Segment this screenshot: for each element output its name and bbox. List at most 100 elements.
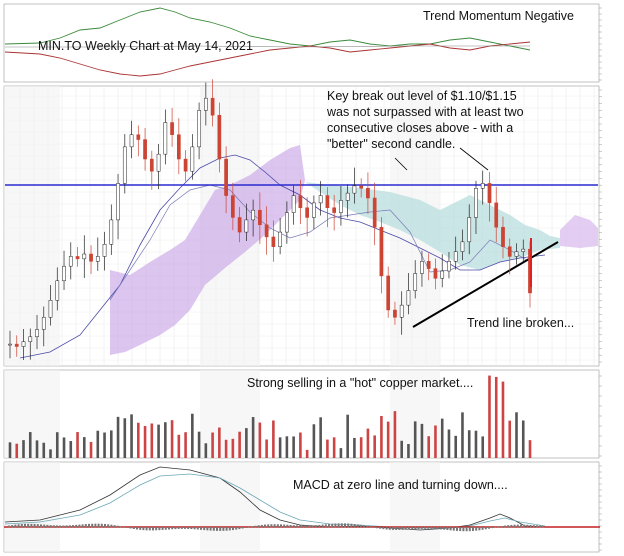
- volume-bar: [8, 442, 12, 458]
- macd-histogram-bar: [72, 525, 74, 528]
- candle-body: [89, 253, 93, 262]
- candle-body: [447, 261, 451, 272]
- candle-body: [460, 241, 465, 252]
- breakout-text-line2: was not surpassed with at least two: [326, 105, 524, 119]
- candle-body: [514, 251, 519, 257]
- candle-body: [197, 110, 201, 148]
- macd-histogram-bar: [436, 527, 439, 530]
- volume-bar: [359, 437, 363, 458]
- volume-bar: [326, 439, 329, 458]
- macd-histogram-bar: [484, 527, 487, 530]
- volume-bar: [474, 430, 478, 458]
- candle-body: [312, 202, 316, 218]
- macd-histogram-bar: [254, 525, 257, 528]
- chart-title: MIN.TO Weekly Chart at May 14, 2021: [38, 39, 253, 53]
- candle-body: [55, 280, 60, 301]
- candle-body: [386, 275, 391, 311]
- candle-body: [298, 195, 303, 208]
- volume-bar: [461, 412, 464, 458]
- volume-bar: [204, 443, 208, 458]
- macd-histogram-bar: [337, 523, 340, 528]
- macd-histogram-bar: [75, 524, 78, 528]
- macd-histogram-bar: [78, 524, 81, 528]
- macd-histogram-bar: [411, 527, 414, 530]
- candle-body: [28, 336, 33, 342]
- candle-body: [8, 343, 12, 346]
- ichimoku-cloud: [110, 145, 598, 355]
- macd-histogram-bar: [430, 527, 433, 529]
- cloud-purple-future: [560, 215, 598, 248]
- candle-body: [251, 209, 255, 221]
- macd-histogram-bar: [376, 527, 378, 529]
- volume-bar: [312, 424, 316, 458]
- candle-body: [163, 122, 168, 155]
- volume-bar: [22, 440, 25, 458]
- candle-body: [291, 195, 296, 213]
- cloud-teal: [305, 182, 560, 270]
- candle-body: [474, 188, 478, 218]
- volume-bar: [427, 436, 431, 458]
- macd-histogram-bar: [184, 527, 186, 529]
- macd-histogram: [8, 523, 545, 532]
- volume-bar: [123, 418, 127, 458]
- macd-histogram-bar: [520, 524, 522, 528]
- volume-bar: [467, 430, 471, 458]
- macd-histogram-bar: [27, 523, 30, 528]
- macd-histogram-bar: [260, 524, 263, 528]
- macd-histogram-bar: [347, 523, 350, 528]
- macd-histogram-bar: [449, 527, 452, 531]
- candle-body: [440, 270, 445, 279]
- momentum-lines: [4, 7, 531, 77]
- macd-histogram-bar: [155, 527, 158, 531]
- macd-histogram-bar: [331, 523, 334, 528]
- candle-body: [501, 226, 505, 247]
- volume-bar: [76, 432, 79, 458]
- macd-histogram-bar: [14, 524, 17, 528]
- macd-histogram-bar: [228, 527, 231, 531]
- macd-histogram-bar: [292, 525, 295, 528]
- macd-histogram-bar: [257, 525, 260, 528]
- candle-body: [406, 290, 411, 306]
- candle-body: [224, 158, 228, 196]
- macd-histogram-bar: [65, 525, 68, 528]
- candle-body: [14, 343, 19, 347]
- pointer-line-left: [394, 157, 408, 171]
- candle-body: [176, 134, 181, 160]
- macd-line: [4, 466, 546, 531]
- macd-histogram-bar: [536, 525, 538, 528]
- candle-body: [433, 268, 438, 279]
- candle-body: [359, 185, 364, 189]
- macd-histogram-bar: [43, 524, 46, 528]
- macd-histogram-bar: [372, 527, 375, 528]
- macd-histogram-bar: [36, 524, 39, 528]
- candle-body: [183, 158, 188, 172]
- volume-bar: [143, 426, 147, 458]
- macd-histogram-bar: [488, 527, 490, 529]
- macd-histogram-bar: [120, 526, 122, 528]
- volume-bar: [332, 437, 336, 458]
- macd-histogram-bar: [481, 527, 484, 530]
- candle-body: [156, 153, 161, 172]
- macd-histogram-bar: [350, 523, 353, 528]
- volume-bar: [501, 381, 505, 458]
- macd-histogram-bar: [132, 527, 135, 529]
- macd-text: MACD at zero line and turning down....: [293, 478, 508, 492]
- macd-histogram-bar: [84, 524, 87, 528]
- macd-histogram-bar: [321, 524, 324, 528]
- volume-bar: [508, 420, 512, 458]
- macd-histogram-bar: [363, 525, 366, 528]
- volume-bar: [164, 422, 167, 458]
- macd-histogram-bar: [180, 527, 183, 529]
- volume-bar: [299, 432, 302, 458]
- macd-histogram-bar: [456, 527, 458, 531]
- volume-bar: [42, 442, 46, 458]
- macd-histogram-bar: [513, 524, 516, 528]
- candle-body: [372, 197, 377, 228]
- macd-histogram-bar: [334, 523, 337, 528]
- volume-bar: [386, 421, 390, 458]
- macd-histogram-bar: [526, 524, 529, 528]
- macd-histogram-bar: [222, 527, 225, 531]
- macd-histogram-bar: [123, 526, 126, 528]
- candle-body: [231, 195, 235, 218]
- macd-histogram-bar: [462, 527, 465, 532]
